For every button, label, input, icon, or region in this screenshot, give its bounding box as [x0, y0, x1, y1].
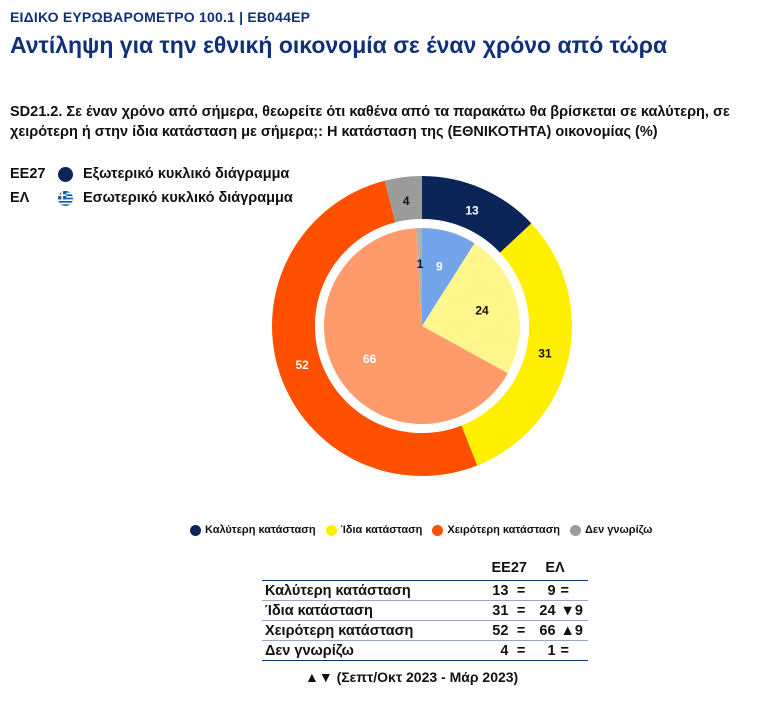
- page-title: Αντίληψη για την εθνική οικονομία σε ένα…: [10, 32, 668, 58]
- legend-swatch-dont-know: [569, 524, 581, 536]
- results-table: EE27 ΕΛ Καλύτερη κατάσταση 13 = 9 = Ίδια…: [262, 560, 588, 661]
- legend-item-better: Καλύτερη κατάσταση: [190, 524, 316, 536]
- row-value-gr: 1: [547, 642, 556, 659]
- outer-label-worse: 52: [295, 358, 309, 372]
- inner-slice-same: [422, 243, 520, 374]
- outer-slice-better: [422, 176, 532, 253]
- chart-legend: Καλύτερη κατάσταση Ίδια κατάσταση Χειρότ…: [190, 524, 662, 536]
- row-eq: =: [516, 582, 526, 599]
- inner-slice-worse: [324, 228, 508, 424]
- ring-code-gr: ΕΛ: [10, 190, 30, 206]
- row-label: Καλύτερη κατάσταση: [265, 582, 411, 599]
- row-change: ▲9: [560, 622, 583, 639]
- legend-item-worse: Χειρότερη κατάσταση: [432, 524, 560, 536]
- legend-label-dont-know: Δεν γνωρίζω: [584, 524, 653, 536]
- legend-swatch-worse: [432, 524, 444, 536]
- ring-legend: EE27 Εξωτερικό κυκλικό διάγραμμα ΕΛ Εσωτ…: [10, 162, 293, 210]
- row-value-eu: 4: [500, 642, 509, 659]
- table-header-gr: ΕΛ: [545, 560, 565, 576]
- row-value-gr: 66: [539, 622, 556, 639]
- ring-legend-outer: EE27 Εξωτερικό κυκλικό διάγραμμα: [10, 162, 293, 186]
- outer-label-better: 13: [465, 203, 479, 217]
- table-header-eu: EE27: [491, 560, 527, 576]
- outer-slice-dont-know: [384, 176, 422, 223]
- row-value-eu: 31: [492, 602, 509, 619]
- row-eq: =: [516, 642, 526, 659]
- row-value-gr: 24: [539, 602, 556, 619]
- row-change: =: [560, 582, 569, 599]
- row-change: ▼9: [560, 602, 583, 619]
- footnote: ▲▼ (Σεπτ/Οκτ 2023 - Μάρ 2023): [305, 669, 519, 685]
- ring-label-inner: Εσωτερικό κυκλικό διάγραμμα: [83, 190, 293, 206]
- row-label: Δεν γνωρίζω: [265, 642, 354, 659]
- legend-swatch-better: [190, 524, 201, 536]
- outer-slice-same: [461, 223, 572, 466]
- outer-slice-worse: [272, 180, 478, 476]
- inner-label-same: 24: [475, 304, 489, 318]
- table-row: Δεν γνωρίζω 4 = 1 =: [262, 641, 588, 661]
- row-label: Χειρότερη κατάσταση: [265, 622, 414, 639]
- table-row: Χειρότερη κατάσταση 52 = 66 ▲9: [262, 621, 588, 641]
- row-value-eu: 52: [492, 622, 509, 639]
- legend-item-dont-know: Δεν γνωρίζω: [569, 524, 653, 536]
- legend-label-same: Ίδια κατάσταση: [340, 524, 423, 536]
- outer-label-same: 31: [538, 346, 552, 360]
- inner-label-better: 9: [436, 259, 443, 273]
- ring-legend-inner: ΕΛ Εσωτερικό κυκλικό διάγραμμα: [10, 186, 293, 210]
- legend-label-worse: Χειρότερη κατάσταση: [447, 524, 560, 536]
- inner-slice-better: [422, 228, 475, 326]
- inner-label-worse: 66: [363, 352, 377, 366]
- eu-circle-icon: [58, 166, 73, 182]
- row-change: =: [560, 642, 569, 659]
- table-header: EE27 ΕΛ: [262, 560, 588, 581]
- legend-label-better: Καλύτερη κατάσταση: [205, 524, 316, 536]
- ring-code-eu: EE27: [10, 166, 46, 182]
- row-eq: =: [516, 622, 526, 639]
- table-row: Ίδια κατάσταση 31 = 24 ▼9: [262, 601, 588, 621]
- row-eq: =: [516, 602, 526, 619]
- ring-label-outer: Εξωτερικό κυκλικό διάγραμμα: [83, 166, 290, 182]
- greek-flag-icon: [58, 190, 73, 206]
- report-tag: ΕΙΔΙΚΟ ΕΥΡΩΒΑΡΟΜΕΤΡΟ 100.1 | EB044EP: [10, 9, 311, 25]
- legend-item-same: Ίδια κατάσταση: [325, 524, 423, 536]
- inner-label-dont-know: 1: [417, 257, 424, 271]
- row-label: Ίδια κατάσταση: [265, 602, 373, 619]
- legend-swatch-same: [325, 524, 337, 536]
- donut-chart: 13 31 52 4 9 24 66 1: [272, 176, 572, 476]
- table-row: Καλύτερη κατάσταση 13 = 9 =: [262, 581, 588, 601]
- row-value-gr: 9: [547, 582, 556, 599]
- inner-slice-dont-know: [415, 228, 422, 326]
- row-value-eu: 13: [492, 582, 509, 599]
- outer-label-dont-know: 4: [403, 194, 410, 208]
- question-text: SD21.2. Σε έναν χρόνο από σήμερα, θεωρεί…: [10, 104, 730, 140]
